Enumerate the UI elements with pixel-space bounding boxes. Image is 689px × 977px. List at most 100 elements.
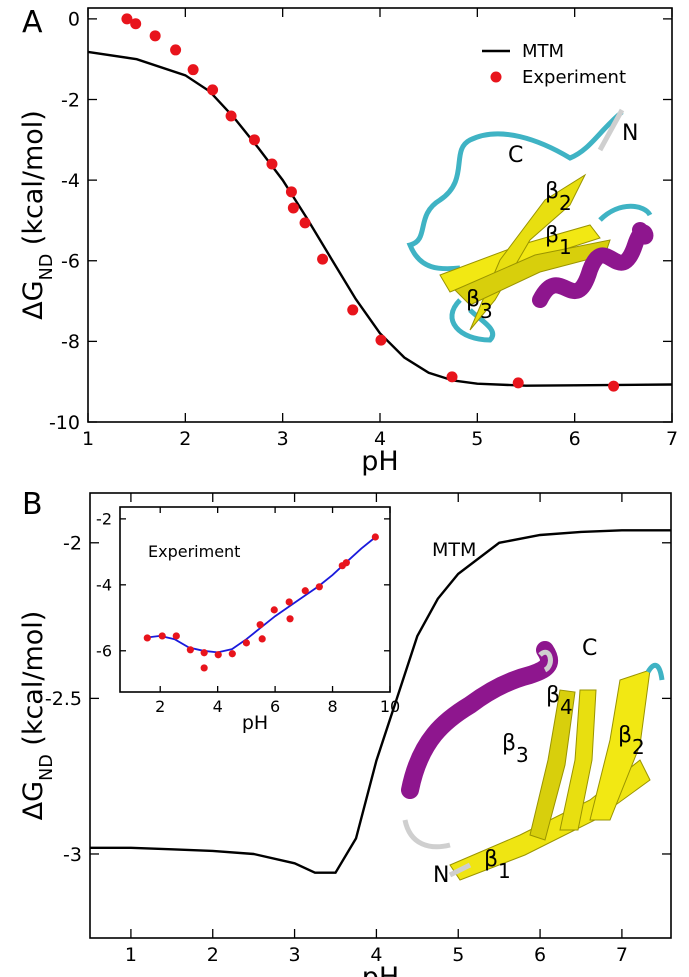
structure-label-text: N (622, 121, 638, 146)
y-axis-label-part: ΔG (18, 781, 49, 820)
data-point (228, 650, 236, 658)
data-point (186, 646, 194, 654)
structure-label: C (582, 636, 597, 661)
data-line (90, 529, 671, 874)
legend-label: Experiment (522, 67, 626, 88)
data-point (170, 44, 182, 56)
x-tick-label: 2 (207, 944, 219, 966)
data-point (200, 649, 208, 657)
data-point (172, 632, 180, 640)
x-axis-label: pH (361, 446, 398, 477)
structure-label-sub: 1 (559, 235, 572, 259)
data-point (285, 186, 297, 198)
structure-label: N (622, 121, 638, 146)
x-tick-label: 5 (471, 428, 483, 450)
data-point (371, 533, 379, 541)
data-point (375, 334, 387, 346)
y-axis-label-part: (kcal/mol) (18, 611, 49, 755)
y-tick-label: -4 (96, 576, 112, 595)
y-axis-label: ΔGND (kcal/mol) (18, 110, 57, 320)
data-point (342, 559, 350, 567)
plot-frame (89, 492, 672, 939)
structure-label-text: β (545, 179, 559, 204)
y-axis-label-part: (kcal/mol) (18, 110, 49, 254)
x-tick-label: 2 (179, 428, 191, 450)
structure-label-text: β (484, 847, 498, 872)
x-tick-label: 6 (534, 944, 546, 966)
x-tick-label: 4 (370, 944, 382, 966)
x-tick-label: 5 (452, 944, 464, 966)
x-tick-label: 3 (289, 944, 301, 966)
data-point (225, 110, 237, 122)
structure-label-text: β (546, 683, 560, 708)
x-axis-label: pH (242, 712, 268, 734)
data-point (214, 651, 222, 659)
data-point (242, 639, 250, 647)
data-point (207, 84, 219, 96)
x-tick-label: 4 (374, 428, 386, 450)
structure-label: β2 (618, 723, 645, 759)
protein-structure-b (401, 641, 665, 881)
data-point (512, 377, 524, 389)
structure-label-sub: 2 (559, 191, 572, 215)
series-label: MTM (432, 539, 476, 561)
data-point (200, 664, 208, 672)
structure-label-sub: 3 (516, 743, 529, 767)
x-tick-label: 7 (616, 944, 628, 966)
data-point (258, 635, 266, 643)
series-label: Experiment (148, 542, 240, 561)
x-tick-label: 1 (82, 428, 94, 450)
panel-label: A (22, 5, 43, 40)
y-tick-label: 0 (68, 9, 80, 31)
y-tick-label: -2 (63, 533, 82, 555)
x-axis-label: pH (362, 962, 399, 977)
data-point (248, 134, 260, 146)
data-point (608, 380, 620, 392)
y-tick-label: -4 (61, 170, 80, 192)
y-tick-label: -2 (61, 89, 80, 111)
data-point (121, 13, 133, 25)
structure-label: C (508, 143, 523, 168)
structure-label: β2 (545, 179, 572, 215)
x-tick-label: 7 (666, 428, 678, 450)
data-point (286, 615, 294, 623)
data-point (130, 18, 142, 30)
structure-label: β1 (545, 223, 572, 259)
x-tick-label: 6 (569, 428, 581, 450)
y-axis-label-part: ΔG (18, 280, 49, 319)
plot-frame (119, 506, 391, 693)
y-tick-label: -10 (49, 412, 80, 434)
data-point (301, 587, 309, 595)
y-axis-label-part: ND (37, 254, 57, 281)
data-point (315, 583, 323, 591)
data-point (317, 253, 329, 265)
panel-label: B (22, 487, 43, 522)
data-point (446, 371, 458, 383)
data-point (287, 202, 299, 214)
y-axis-label: ΔGND (kcal/mol) (18, 611, 57, 821)
structure-label: β3 (502, 731, 529, 767)
structure-label: N (433, 863, 449, 888)
structure-label-sub: 4 (560, 695, 573, 719)
structure-label: β1 (484, 847, 511, 883)
structure-label-text: β (618, 723, 632, 748)
data-line (87, 50, 673, 387)
data-point (266, 158, 278, 170)
data-point (143, 634, 151, 642)
data-point (270, 606, 278, 614)
x-tick-label: 4 (213, 697, 223, 716)
data-point (149, 30, 161, 42)
y-tick-label: -3 (63, 844, 82, 866)
structure-label-sub: 3 (480, 299, 493, 323)
structure-label-text: N (433, 863, 449, 888)
y-tick-label: -2 (96, 510, 112, 529)
data-point (256, 621, 264, 629)
structure-label-sub: 2 (632, 735, 645, 759)
data-point (285, 598, 293, 606)
y-tick-label: -6 (96, 642, 112, 661)
legend-marker (490, 71, 502, 83)
x-tick-label: 6 (270, 697, 280, 716)
protein-structure-a (406, 108, 654, 343)
